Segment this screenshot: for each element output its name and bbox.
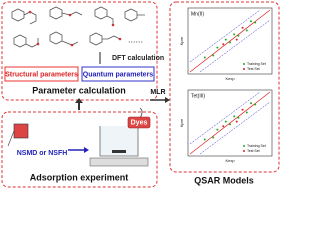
panel-caption: QSAR Models [194,175,254,185]
point [216,46,219,49]
panel-caption: Parameter calculation [32,85,126,95]
y-axis-label: Kpre [179,118,184,127]
point [250,20,252,23]
x-axis-label: Kexp [225,76,235,81]
point [241,108,244,111]
atoms [28,10,122,47]
legend-label: Training Set [247,62,266,66]
point [212,54,215,57]
page: ...... DFT calculation Structural parame… [1,1,280,188]
legend-label: Test Set [247,67,260,71]
point [241,26,244,29]
legend-label: Test Set [247,149,260,153]
point [203,138,206,141]
stirrer [89,157,149,167]
point [245,29,248,32]
molecules [11,6,145,48]
bound-line [199,101,271,155]
point [254,103,257,106]
plot-title: Mn(II) [191,11,204,17]
legend-marker [243,63,245,65]
pointer [7,130,15,147]
legend-marker [243,68,245,70]
bound-line [199,19,271,73]
arrow-head [165,97,170,103]
arrow-head [84,147,89,153]
graphical-abstract: ...... DFT calculation Structural parame… [1,1,280,188]
point [203,56,206,59]
legend-label: Training Set [247,144,266,148]
y-axis-label: Kpre [179,36,184,45]
point [222,125,225,128]
x-axis-label: Kexp [225,158,235,163]
mlr-label: MLR [150,89,165,96]
quantum-box [81,66,155,82]
point [224,38,227,41]
point [233,33,236,36]
point [254,21,257,24]
point [229,41,231,44]
adsorbent-label: NSMD or NSFH [17,150,68,157]
point [216,128,219,131]
structural-label: Structural parameters [5,71,78,78]
point [250,102,252,105]
bound-line [189,9,261,63]
quantum-label: Quantum parameters [83,71,154,78]
beaker [99,126,139,157]
point [233,115,236,118]
legend-marker [243,150,245,152]
point [212,136,215,139]
point [237,116,240,119]
point [245,111,248,114]
point [237,34,240,37]
panel-caption: Adsorption experiment [30,172,129,182]
adsorbent-sample [13,123,29,139]
fit-line [189,91,271,155]
stir-bar [112,150,126,153]
point [224,120,227,123]
legend-marker [243,145,245,147]
point [235,38,238,41]
arrow-head [75,98,83,103]
point [229,123,231,126]
dyes-box [127,116,151,129]
point [222,43,225,46]
dyes-label: Dyes [131,119,148,126]
structural-box [4,66,79,82]
point [235,120,238,123]
plot-title: Tet(III) [191,93,206,99]
dft-label: DFT calculation [112,55,164,62]
fit-line [189,9,271,73]
ellipsis: ...... [128,34,143,44]
bound-line [189,91,261,145]
